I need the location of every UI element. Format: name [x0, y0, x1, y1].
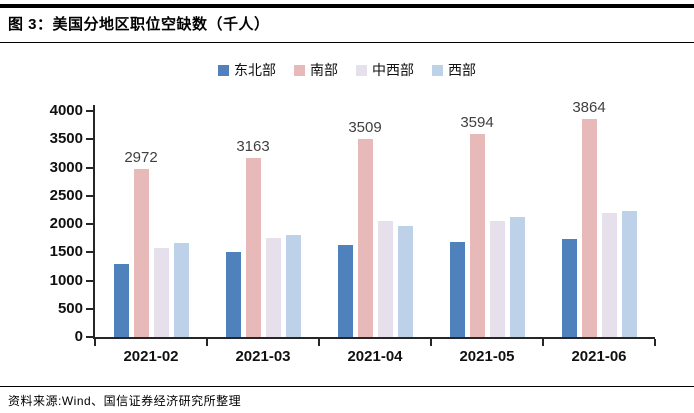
legend-item-4: 西部	[432, 60, 476, 80]
y-axis-tick	[86, 138, 93, 141]
bar-南部-2021-02: 2972	[124, 149, 158, 337]
y-axis-tick	[86, 166, 93, 169]
bar-南部-2021-06: 3864	[572, 99, 606, 337]
y-axis-label: 2000	[49, 215, 83, 232]
bar-东北部-2021-02	[113, 264, 129, 337]
bar-东北部-2021-06	[561, 238, 577, 337]
y-axis-tick	[86, 251, 93, 254]
bar-group-2021-05: 3594 2021-05	[431, 105, 543, 365]
legend-label: 中西部	[372, 62, 414, 78]
x-axis-tick	[94, 339, 96, 346]
bar-中西部-2021-05	[489, 220, 505, 337]
y-axis-tick	[86, 307, 93, 310]
x-axis-tick	[654, 339, 656, 346]
y-axis-label: 4000	[49, 102, 83, 119]
y-axis-label: 2500	[49, 186, 83, 204]
bar-西部-2021-06	[621, 211, 637, 337]
bar-东北部-2021-03	[225, 252, 241, 337]
legend-swatch-icon	[218, 64, 229, 76]
legend-swatch-icon	[294, 64, 305, 76]
y-axis-tick	[86, 279, 93, 282]
legend-label: 东北部	[234, 62, 276, 78]
chart-legend: 东北部 南部 中西部 西部	[0, 60, 694, 80]
x-axis-label-2021-06: 2021-06	[571, 348, 627, 365]
y-axis-label: 3500	[49, 130, 83, 148]
bar-中西部-2021-02	[153, 248, 169, 337]
bar-西部-2021-05	[509, 216, 525, 337]
y-axis-tick	[86, 336, 93, 338]
y-axis-tick	[86, 110, 93, 112]
x-axis-tick	[318, 339, 320, 346]
x-axis-label-2021-02: 2021-02	[123, 348, 179, 365]
y-axis-label: 500	[57, 299, 83, 317]
bar-东北部-2021-04	[337, 244, 353, 337]
data-label-2021-02: 2972	[124, 149, 158, 167]
bar-group-2021-06: 3864 2021-06	[543, 99, 655, 365]
x-axis-label-2021-04: 2021-04	[347, 348, 403, 365]
bar-西部-2021-03	[285, 234, 301, 337]
bar-南部-2021-04: 3509	[348, 119, 382, 337]
legend-swatch-icon	[356, 64, 367, 76]
bar-group-2021-02: 2972 2021-02	[95, 105, 207, 365]
legend-item-1: 东北部	[218, 60, 276, 80]
title-divider	[0, 42, 694, 43]
bar-南部-2021-03: 3163	[236, 138, 270, 337]
data-label-2021-03: 3163	[236, 138, 270, 156]
bar-groups: 2972 2021-02 3163 2021-03 3509 2021-04 3594 202…	[95, 99, 655, 365]
y-axis-label: 3000	[49, 158, 83, 176]
data-label-2021-04: 3509	[348, 118, 382, 136]
y-axis-label: 1000	[49, 271, 83, 289]
legend-label: 西部	[448, 62, 476, 78]
bar-南部-2021-05: 3594	[460, 114, 494, 337]
x-axis-label-2021-03: 2021-03	[235, 348, 291, 365]
bar-group-2021-04: 3509 2021-04	[319, 105, 431, 365]
footer-divider	[0, 386, 694, 387]
bar-中西部-2021-06	[601, 212, 617, 337]
y-axis-tick	[86, 194, 93, 197]
legend-label: 南部	[310, 62, 338, 78]
y-axis-tick	[86, 223, 93, 225]
x-axis-label-2021-05: 2021-05	[459, 348, 515, 365]
figure-title: 图 3：美国分地区职位空缺数（千人）	[8, 16, 270, 33]
plot-area: 2972 2021-02 3163 2021-03 3509 2021-04 3594 202…	[50, 99, 656, 365]
y-axis-label: 0	[74, 328, 83, 345]
data-label-2021-06: 3864	[572, 98, 606, 116]
legend-item-3: 中西部	[356, 60, 414, 80]
x-axis-tick	[542, 339, 544, 346]
top-rule	[0, 4, 694, 8]
bar-东北部-2021-05	[449, 242, 465, 337]
x-axis-tick	[206, 339, 208, 346]
bar-中西部-2021-03	[265, 237, 281, 337]
source-note: 资料来源:Wind、国信证券经济研究所整理	[8, 394, 242, 408]
data-label-2021-05: 3594	[460, 113, 494, 131]
bar-中西部-2021-04	[377, 220, 393, 337]
bar-group-2021-03: 3163 2021-03	[207, 105, 319, 365]
legend-swatch-icon	[432, 64, 443, 76]
bar-西部-2021-02	[173, 243, 189, 337]
bar-西部-2021-04	[397, 225, 413, 337]
x-axis-tick	[430, 339, 432, 346]
y-axis-label: 1500	[49, 243, 83, 261]
legend-item-2: 南部	[294, 60, 338, 80]
